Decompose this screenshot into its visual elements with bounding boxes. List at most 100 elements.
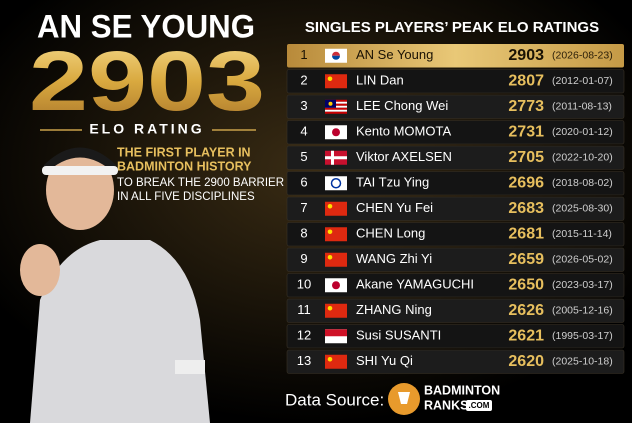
highlight-line: BADMINTON HISTORY (117, 159, 252, 173)
rating-date: (2022-10-20) (552, 152, 613, 164)
rank: 4 (300, 124, 307, 139)
player-name: LIN Dan (356, 73, 404, 88)
rank: 1 (300, 47, 307, 62)
flag-field (325, 303, 347, 318)
flag-emblem (332, 51, 340, 56)
flag-field (325, 176, 347, 191)
flag-star (327, 305, 333, 311)
player-rating: 2807 (508, 72, 544, 89)
flag-field (325, 252, 347, 267)
table-row: 5 Viktor AXELSEN 2705 (2022-10-20) (286, 145, 625, 170)
flag-emblem (332, 281, 340, 290)
rating-date: (2020-01-12) (552, 126, 613, 138)
rating-date: (2023-03-17) (552, 279, 613, 291)
flag (325, 278, 347, 293)
flag-star (327, 229, 333, 235)
flag-stripe (325, 111, 347, 114)
player-rating: 2681 (508, 225, 544, 242)
rating-date: (2012-01-07) (552, 75, 613, 87)
hero-label: ELO RATING (89, 121, 204, 137)
rating-date: (2025-08-30) (552, 203, 613, 215)
table-row: 7 CHEN Yu Fei 2683 (2025-08-30) (286, 196, 625, 221)
flag-star (327, 76, 333, 82)
row-bg (286, 196, 625, 221)
flag-emblem (330, 178, 342, 189)
table-row: 13 SHI Yu Qi 2620 (2025-10-18) (286, 349, 625, 374)
row-bg (286, 171, 625, 196)
flag (325, 329, 347, 344)
player-name: SHI Yu Qi (356, 353, 413, 368)
player-rating: 2620 (508, 353, 544, 370)
logo-badge (466, 400, 492, 411)
player-name: Kento MOMOTA (356, 124, 451, 139)
player-rating: 2903 (508, 47, 544, 64)
logo-shuttle (398, 392, 410, 404)
rank: 12 (297, 328, 311, 343)
rating-date: (2011-08-13) (552, 101, 612, 113)
flag (325, 74, 347, 89)
detail-line: IN ALL FIVE DISCIPLINES (117, 191, 255, 203)
row-bg (286, 222, 625, 247)
rating-date: (2025-10-18) (552, 356, 613, 368)
table-title: SINGLES PLAYERS’ PEAK ELO RATINGS (305, 19, 599, 36)
rating-date: (2026-05-02) (552, 254, 613, 266)
row-bg (286, 298, 625, 323)
table-row: 2 LIN Dan 2807 (2012-01-07) (286, 69, 625, 94)
flag-star (327, 203, 333, 209)
flag-field (325, 227, 347, 242)
flag-emblem (332, 128, 340, 137)
player-rating: 2773 (508, 98, 544, 115)
flag (325, 201, 347, 216)
player-rating: 2659 (508, 251, 544, 268)
table-row: 10 Akane YAMAGUCHI 2650 (2023-03-17) (286, 273, 625, 298)
rank: 11 (297, 302, 311, 317)
hero-rating: 2903 (29, 34, 265, 128)
table-row: 8 CHEN Long 2681 (2015-11-14) (286, 222, 625, 247)
table-row: 3 LEE Chong Wei 2773 (2011-08-13) (286, 94, 625, 119)
flag (325, 176, 347, 191)
rank: 3 (300, 98, 307, 113)
rank: 5 (300, 149, 307, 164)
rating-date: (2015-11-14) (552, 228, 612, 240)
flag-stripe (325, 107, 347, 110)
rating-date: (2005-12-16) (552, 305, 613, 317)
flag (325, 252, 347, 267)
logo-text: RANKS (424, 398, 468, 412)
rating-date: (1995-03-17) (552, 330, 613, 342)
flag-star (327, 356, 333, 362)
flag (325, 227, 347, 242)
player-rating: 2650 (508, 276, 544, 293)
table-row: 4 Kento MOMOTA 2731 (2020-01-12) (286, 120, 625, 145)
rank: 8 (300, 226, 307, 241)
rating-date: (2026-08-23) (552, 50, 613, 62)
source-label: Data Source: (285, 390, 384, 409)
row-bg (286, 120, 625, 145)
rank: 6 (300, 175, 307, 190)
detail-line: TO BREAK THE 2900 BARRIER (117, 177, 284, 189)
table-row: 11 ZHANG Ning 2626 (2005-12-16) (286, 298, 625, 323)
player-photo (20, 147, 210, 423)
flag (325, 99, 347, 114)
rank: 2 (300, 73, 307, 88)
flag (325, 354, 347, 369)
rank: 13 (297, 353, 311, 368)
player-name: TAI Tzu Ying (356, 175, 429, 190)
flag (325, 125, 347, 140)
player-name: ZHANG Ning (356, 302, 432, 317)
rank: 9 (300, 251, 307, 266)
player-name: Susi SUSANTI (356, 328, 441, 343)
table-row: 6 TAI Tzu Ying 2696 (2018-08-02) (286, 171, 625, 196)
row-bg (287, 44, 624, 68)
flag-field (325, 201, 347, 216)
flag-stripe (325, 109, 347, 112)
rating-date: (2018-08-02) (552, 177, 613, 189)
player-rating: 2705 (508, 149, 544, 166)
player-name: Akane YAMAGUCHI (356, 277, 474, 292)
row-bg (286, 145, 625, 170)
row-bg (286, 324, 625, 349)
player-name: AN Se Young (356, 47, 433, 62)
table-row: 9 WANG Zhi Yi 2659 (2026-05-02) (286, 247, 625, 272)
flag-star (327, 254, 333, 260)
player-rating: 2621 (508, 327, 544, 344)
